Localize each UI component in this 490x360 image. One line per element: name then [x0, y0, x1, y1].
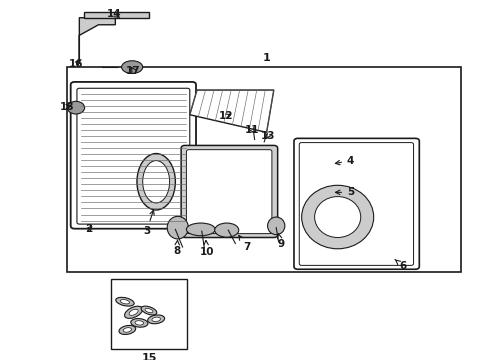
Ellipse shape: [145, 308, 153, 313]
Ellipse shape: [167, 216, 188, 239]
FancyBboxPatch shape: [181, 145, 278, 238]
Text: 6: 6: [395, 260, 407, 271]
Text: 9: 9: [277, 234, 285, 249]
FancyBboxPatch shape: [294, 138, 419, 269]
Text: 2: 2: [85, 224, 93, 234]
Text: 16: 16: [69, 59, 83, 69]
FancyBboxPatch shape: [71, 82, 196, 229]
Text: 13: 13: [261, 131, 275, 141]
Text: 4: 4: [335, 156, 354, 166]
Ellipse shape: [302, 185, 374, 249]
Text: 11: 11: [245, 125, 259, 135]
Polygon shape: [190, 90, 274, 132]
Ellipse shape: [129, 309, 138, 315]
Polygon shape: [79, 18, 115, 64]
Ellipse shape: [147, 315, 165, 324]
FancyBboxPatch shape: [186, 150, 272, 234]
Ellipse shape: [131, 319, 148, 327]
Text: 8: 8: [173, 240, 180, 256]
Text: 15: 15: [141, 353, 157, 360]
Ellipse shape: [141, 306, 157, 315]
Ellipse shape: [152, 317, 160, 321]
Text: 14: 14: [107, 9, 122, 19]
Ellipse shape: [119, 325, 136, 334]
Ellipse shape: [143, 161, 170, 203]
Text: 7: 7: [239, 235, 251, 252]
Polygon shape: [84, 12, 149, 18]
Ellipse shape: [186, 223, 215, 236]
Bar: [67, 67, 461, 272]
Text: 5: 5: [336, 187, 354, 197]
Text: 17: 17: [126, 66, 141, 76]
Text: 18: 18: [60, 102, 74, 112]
Ellipse shape: [135, 321, 144, 325]
Bar: [111, 279, 187, 349]
Ellipse shape: [123, 328, 131, 332]
Ellipse shape: [116, 297, 134, 306]
Ellipse shape: [121, 300, 129, 304]
Ellipse shape: [124, 306, 143, 318]
Text: 12: 12: [219, 112, 233, 121]
Ellipse shape: [315, 197, 361, 238]
Ellipse shape: [137, 154, 175, 210]
Text: 1: 1: [263, 53, 270, 63]
Ellipse shape: [122, 61, 143, 73]
Ellipse shape: [67, 101, 85, 114]
Ellipse shape: [268, 217, 285, 235]
Text: 3: 3: [143, 210, 154, 236]
Text: 10: 10: [199, 240, 214, 257]
Ellipse shape: [215, 223, 239, 237]
